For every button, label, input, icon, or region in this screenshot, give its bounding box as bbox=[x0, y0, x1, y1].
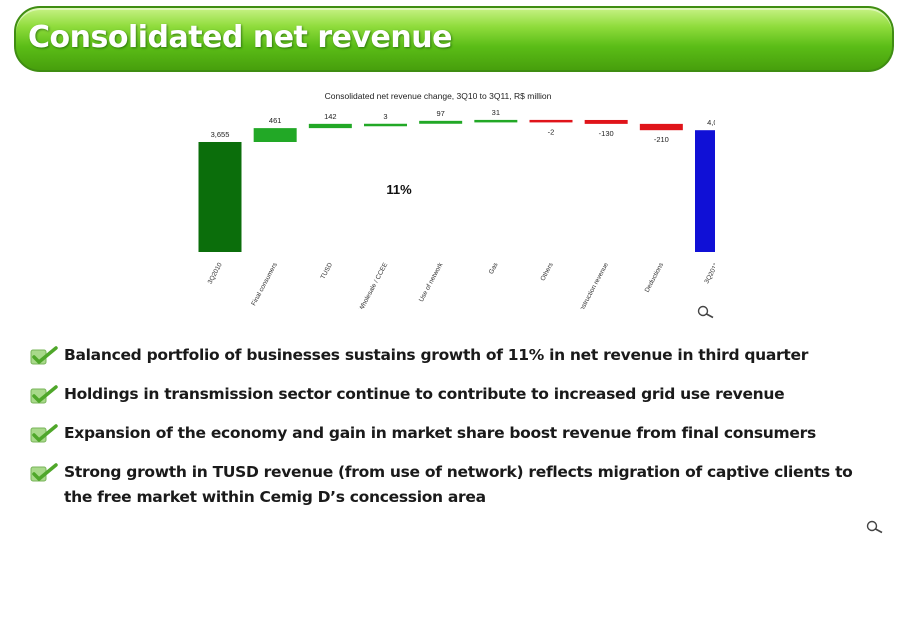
chart-title: Consolidated net revenue change, 3Q10 to… bbox=[325, 91, 552, 101]
category-label: Construction revenue bbox=[575, 261, 610, 309]
waterfall-bar bbox=[253, 128, 297, 142]
bullet-text: Balanced portfolio of businesses sustain… bbox=[64, 346, 809, 364]
category-label: Others bbox=[539, 261, 555, 282]
page-title: Consolidated net revenue bbox=[28, 20, 452, 55]
title-banner: Consolidated net revenue bbox=[14, 6, 894, 72]
revenue-waterfall-chart: Consolidated net revenue change, 3Q10 to… bbox=[198, 91, 715, 309]
waterfall-bar bbox=[198, 141, 242, 252]
category-label: TUSD bbox=[320, 261, 335, 280]
data-label: 3 bbox=[383, 112, 387, 121]
waterfall-bar bbox=[474, 119, 518, 123]
category-label: 3Q2010 bbox=[207, 261, 224, 285]
waterfall-bar bbox=[529, 119, 573, 123]
bullet-item: Holdings in transmission sector continue… bbox=[30, 382, 880, 407]
data-label: 142 bbox=[324, 112, 337, 121]
category-label: Use of network bbox=[418, 261, 445, 303]
category-label: Deductions bbox=[644, 261, 666, 294]
bullet-item: Strong growth in TUSD revenue (from use … bbox=[30, 460, 880, 510]
growth-annotation: 11% bbox=[386, 182, 412, 197]
bullet-text: Strong growth in TUSD revenue (from use … bbox=[64, 463, 853, 506]
bullet-item: Expansion of the economy and gain in mar… bbox=[30, 421, 880, 446]
check-icon bbox=[30, 463, 58, 482]
category-label: 3Q2011 bbox=[703, 261, 715, 285]
waterfall-bar bbox=[364, 123, 408, 127]
waterfall-bar bbox=[584, 119, 628, 124]
data-label: 3,655 bbox=[211, 130, 230, 139]
bullet-text: Holdings in transmission sector continue… bbox=[64, 385, 785, 403]
data-label: -210 bbox=[654, 135, 669, 144]
data-label: -2 bbox=[548, 127, 555, 136]
data-label: 97 bbox=[436, 109, 444, 118]
waterfall-bar bbox=[695, 130, 715, 252]
bullet-text: Expansion of the economy and gain in mar… bbox=[64, 424, 816, 442]
waterfall-bar bbox=[419, 120, 463, 124]
check-icon bbox=[30, 385, 58, 404]
check-icon bbox=[30, 346, 58, 365]
data-label: 461 bbox=[269, 116, 282, 125]
magnifier-icon[interactable] bbox=[866, 520, 884, 534]
waterfall-bar bbox=[639, 123, 683, 131]
magnifier-icon[interactable] bbox=[697, 305, 715, 319]
category-label: Gas bbox=[488, 261, 500, 275]
category-label: Final consumers bbox=[250, 261, 279, 307]
waterfall-bar bbox=[308, 123, 352, 129]
bullet-item: Balanced portfolio of businesses sustain… bbox=[30, 343, 880, 368]
category-label: Wholesale / CCEE bbox=[358, 261, 390, 309]
data-label: -130 bbox=[599, 129, 614, 138]
bullet-list: Balanced portfolio of businesses sustain… bbox=[30, 343, 880, 524]
check-icon bbox=[30, 424, 58, 443]
data-label: 4,047 bbox=[707, 118, 715, 127]
data-label: 31 bbox=[492, 108, 500, 117]
